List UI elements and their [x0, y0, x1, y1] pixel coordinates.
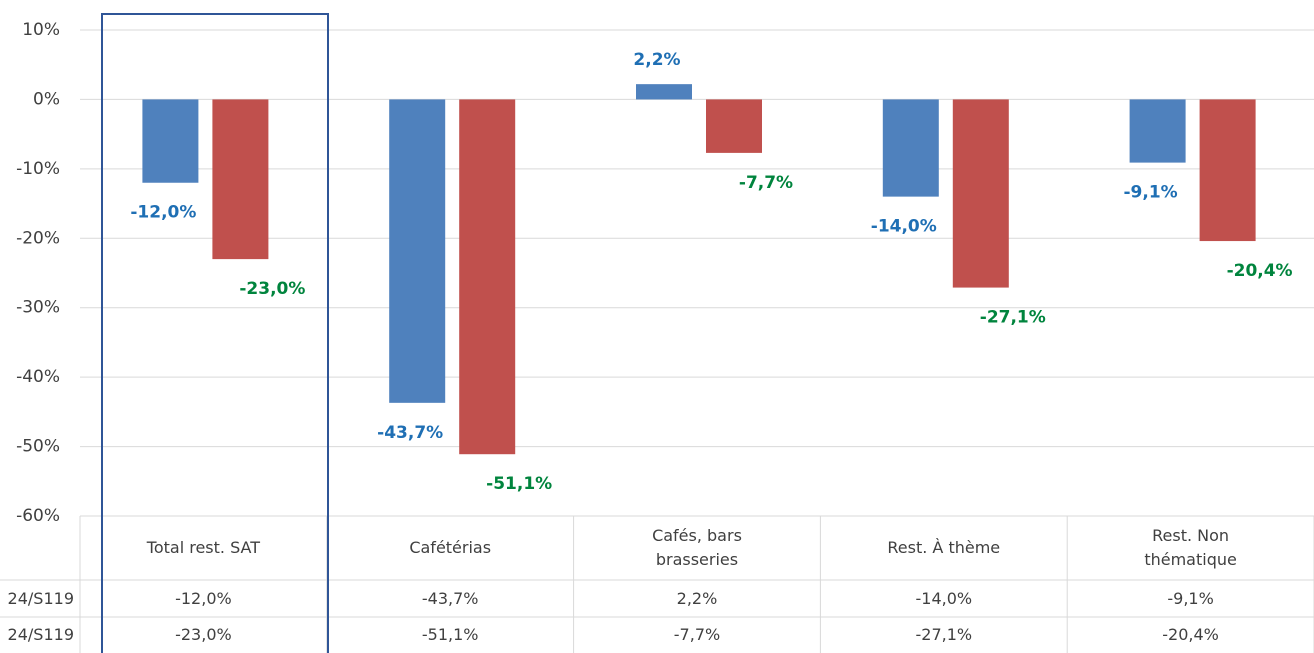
y-tick-label: -10% — [16, 159, 60, 179]
y-tick-label: 0% — [33, 89, 60, 109]
data-label: -23,0% — [239, 279, 305, 299]
y-tick-label: 10% — [22, 20, 60, 40]
table-value: -14,0% — [915, 588, 973, 608]
bar — [459, 99, 516, 455]
data-label: -51,1% — [486, 474, 552, 494]
data-label: -7,7% — [739, 173, 793, 193]
data-label: -12,0% — [130, 203, 196, 223]
table-value: -12,0% — [175, 588, 232, 608]
data-label: -20,4% — [1227, 261, 1293, 281]
table-value: -43,7% — [421, 588, 479, 608]
table-value: -23,0% — [175, 625, 232, 644]
data-label: -43,7% — [377, 423, 443, 443]
y-tick-label: -50% — [16, 437, 60, 457]
bar — [706, 99, 762, 153]
y-tick-label: -60% — [16, 506, 60, 526]
table-value: -27,1% — [915, 625, 973, 644]
bar — [1129, 99, 1186, 163]
row-name: 24/S119 — [7, 625, 74, 644]
bar — [952, 99, 1009, 288]
data-label: 2,2% — [633, 50, 680, 70]
category-header: Total rest. SAT — [146, 538, 261, 557]
table-value: -7,7% — [673, 625, 721, 644]
data-label: -9,1% — [1123, 183, 1177, 203]
bar — [142, 99, 199, 183]
table-value: -9,1% — [1167, 588, 1214, 608]
data-label: -14,0% — [871, 217, 937, 237]
y-tick-label: -20% — [16, 228, 60, 248]
category-header: Rest. Non thématique — [1144, 526, 1237, 569]
bar — [212, 99, 269, 260]
data-label: -27,1% — [980, 308, 1046, 328]
category-header: Rest. À thème — [887, 538, 1001, 557]
y-tick-label: -40% — [16, 367, 60, 387]
y-tick-label: -30% — [16, 298, 60, 318]
category-header: Cafés, bars brasseries — [652, 526, 742, 569]
table-value: 2,2% — [676, 588, 718, 608]
bar — [882, 99, 939, 197]
category-header: Cafétérias — [409, 538, 492, 557]
bar — [636, 84, 692, 100]
bar — [1199, 99, 1256, 242]
bar — [389, 99, 446, 403]
table-value: -51,1% — [421, 625, 479, 644]
row-name: 24/S119 — [7, 588, 74, 608]
highlight-box — [101, 13, 329, 653]
table-value: -20,4% — [1162, 625, 1219, 644]
